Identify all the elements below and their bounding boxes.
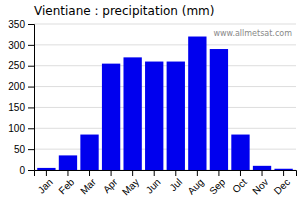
x-tick: Apr bbox=[101, 170, 120, 195]
bar bbox=[231, 135, 249, 170]
bar bbox=[167, 62, 185, 170]
grid-line bbox=[34, 24, 296, 25]
x-tick: Dec bbox=[272, 170, 292, 197]
y-tick-label: 250 bbox=[8, 60, 25, 71]
x-tick-label: Sep bbox=[207, 176, 228, 197]
x-tick-label: Jan bbox=[36, 176, 55, 195]
chart: JanFebMarAprMayJunJulAugSepOctNovDec 0 50 1… bbox=[0, 0, 306, 200]
y-tick-label: 350 bbox=[8, 19, 25, 30]
x-tick: Feb bbox=[56, 170, 76, 196]
x-tick-line bbox=[175, 170, 176, 176]
y-tick: 150 bbox=[8, 102, 34, 113]
bar bbox=[274, 169, 292, 170]
bar bbox=[188, 37, 206, 170]
bar bbox=[80, 135, 98, 170]
x-tick: Jan bbox=[36, 170, 55, 196]
bar bbox=[210, 49, 228, 170]
x-tick-line bbox=[132, 170, 133, 176]
y-tick: 250 bbox=[8, 60, 34, 71]
grid-line bbox=[34, 65, 296, 66]
y-tick-line bbox=[28, 66, 34, 67]
bar bbox=[59, 155, 77, 170]
bar bbox=[145, 62, 163, 170]
x-axis-line bbox=[35, 171, 297, 177]
x-tick: Mar bbox=[78, 170, 98, 196]
y-tick-line bbox=[28, 45, 34, 46]
x-tick: Jun bbox=[144, 170, 163, 196]
x-tick-label: May bbox=[120, 176, 141, 197]
x-tick-line bbox=[46, 170, 47, 176]
x-tick-line bbox=[67, 170, 68, 176]
bars bbox=[37, 37, 293, 170]
x-tick: Oct bbox=[230, 170, 249, 195]
x-tick-label: Feb bbox=[56, 176, 76, 196]
x-tick-line bbox=[218, 170, 219, 176]
y-axis-line bbox=[28, 25, 35, 171]
x-tick-label: Jul bbox=[167, 176, 184, 193]
x-tick-line bbox=[154, 170, 155, 176]
x-tick-label: Aug bbox=[185, 176, 205, 196]
x-tick: Sep bbox=[207, 170, 228, 197]
x-tick-label: Apr bbox=[101, 176, 120, 195]
x-tick-label: Dec bbox=[272, 176, 292, 196]
x-tick: May bbox=[120, 170, 141, 198]
grid-line bbox=[34, 128, 296, 129]
y-axis: 0 50 100 150 200 250 300 350 bbox=[8, 19, 34, 176]
grid-line bbox=[34, 107, 296, 108]
grid-line bbox=[34, 44, 296, 45]
y-tick-line bbox=[28, 24, 34, 25]
grid-line bbox=[34, 86, 296, 87]
y-tick-line bbox=[28, 87, 34, 88]
y-tick-label: 200 bbox=[8, 81, 25, 92]
x-tick-line bbox=[111, 170, 112, 176]
y-tick: 0 bbox=[19, 165, 34, 176]
x-tick-label: Nov bbox=[250, 176, 270, 196]
x-axis: JanFebMarAprMayJunJulAugSepOctNovDec bbox=[35, 170, 297, 198]
x-tick-line bbox=[262, 170, 263, 176]
x-tick-label: Oct bbox=[230, 176, 249, 195]
title: Vientiane : precipitation (mm) bbox=[34, 4, 214, 18]
y-tick: 50 bbox=[14, 144, 34, 155]
y-tick-line bbox=[28, 107, 34, 108]
bar bbox=[102, 64, 120, 170]
x-tick: Nov bbox=[250, 170, 270, 197]
bar bbox=[253, 166, 271, 170]
x-tick: Jul bbox=[167, 170, 184, 193]
x-tick: Aug bbox=[185, 170, 205, 197]
y-tick-label: 300 bbox=[8, 40, 25, 51]
grid-line bbox=[34, 149, 296, 150]
y-tick-line bbox=[28, 149, 34, 150]
bar bbox=[123, 57, 141, 170]
grid bbox=[34, 24, 296, 170]
y-tick: 300 bbox=[8, 40, 34, 51]
x-tick-line bbox=[240, 170, 241, 176]
x-tick-line bbox=[197, 170, 198, 176]
bar bbox=[37, 168, 55, 170]
y-tick-line bbox=[28, 170, 34, 171]
annotation: www.allmetsat.com bbox=[214, 29, 293, 38]
x-tick-label: Mar bbox=[78, 176, 98, 196]
y-tick-label: 50 bbox=[14, 144, 26, 155]
y-tick: 200 bbox=[8, 81, 34, 92]
y-tick-line bbox=[28, 128, 34, 129]
x-tick-line bbox=[283, 170, 284, 176]
y-tick-label: 0 bbox=[19, 165, 25, 176]
plot: JanFebMarAprMayJunJulAugSepOctNovDec 0 50 1… bbox=[8, 19, 296, 198]
x-tick-line bbox=[89, 170, 90, 176]
x-tick-label: Jun bbox=[144, 176, 163, 195]
y-tick: 350 bbox=[8, 19, 34, 30]
y-tick-label: 150 bbox=[8, 102, 25, 113]
y-tick-label: 100 bbox=[8, 123, 25, 134]
y-tick: 100 bbox=[8, 123, 34, 134]
